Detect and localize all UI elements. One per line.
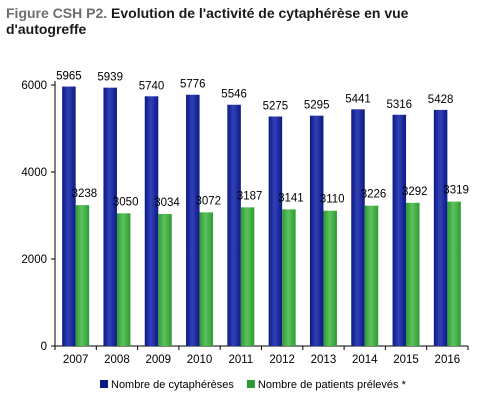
x-tick-label: 2009	[145, 354, 171, 366]
bar-cytapheresis	[309, 115, 324, 346]
data-label-patients: 3110	[320, 194, 345, 206]
legend-label: Nombre de patients prélevés *	[258, 379, 407, 391]
data-label-patients: 3034	[154, 197, 180, 209]
bar-patients	[447, 201, 461, 346]
data-label-cytapheresis: 5428	[428, 94, 454, 106]
bars	[62, 86, 461, 347]
data-label-cytapheresis: 5441	[345, 93, 371, 105]
bar-patients	[158, 214, 172, 346]
y-axis: 0 2000 4000 6000	[21, 80, 56, 353]
bar-cytapheresis	[392, 114, 407, 346]
data-label-patients: 3050	[113, 196, 139, 208]
chart-title: Figure CSH P2. Evolution de l'activité d…	[6, 5, 472, 37]
figure-number: Figure CSH P2.	[6, 5, 108, 21]
bar-patients	[323, 210, 337, 346]
x-tick-label: 2015	[393, 354, 419, 366]
x-tick-label: 2016	[435, 354, 461, 366]
data-label-cytapheresis: 5316	[387, 99, 413, 111]
data-label-patients: 3187	[237, 190, 263, 202]
bar-cytapheresis	[144, 96, 159, 346]
bar-cytapheresis	[186, 94, 200, 346]
bar-patients	[282, 209, 296, 346]
data-label-patients: 3292	[402, 186, 428, 198]
data-label-cytapheresis: 5275	[263, 101, 289, 113]
data-label-cytapheresis: 5939	[97, 72, 123, 84]
data-label-patients: 3072	[196, 195, 222, 207]
legend-swatch	[246, 380, 255, 388]
x-tick-label: 2008	[104, 354, 130, 366]
bar-patients	[75, 205, 90, 346]
bar-cytapheresis	[268, 116, 283, 346]
bar-patients	[199, 212, 214, 346]
y-tick-label: 0	[41, 341, 47, 353]
x-tick-label: 2007	[63, 354, 89, 366]
x-tick-label: 2011	[228, 354, 253, 366]
y-tick-label: 4000	[21, 167, 47, 179]
bar-cytapheresis	[227, 104, 241, 347]
data-label-cytapheresis: 5965	[56, 71, 82, 83]
x-tick-label: 2014	[352, 354, 378, 366]
data-label-cytapheresis: 5546	[221, 89, 247, 101]
data-label-patients: 3238	[72, 188, 98, 200]
data-label-cytapheresis: 5740	[139, 80, 165, 92]
bar-cytapheresis	[103, 87, 117, 346]
data-label-patients: 3226	[361, 189, 387, 201]
data-label-cytapheresis: 5776	[180, 79, 206, 91]
data-labels: 5965 3238 5939 3050 5740 3034 5776 3072 5546 3187…	[56, 71, 469, 209]
bar-cytapheresis	[351, 109, 365, 346]
y-tick-label: 2000	[21, 254, 47, 266]
legend-swatch	[100, 380, 108, 388]
bar-patients	[364, 205, 379, 346]
bar-patients	[240, 207, 255, 346]
legend-label: Nombre de cytaphérèses	[111, 379, 234, 391]
figure-title: Evolution de l'activité de cytaphérèse e…	[6, 5, 409, 37]
y-tick-label: 6000	[21, 80, 47, 92]
bar-patients	[406, 202, 420, 346]
bar-cytapheresis	[433, 109, 448, 346]
data-label-patients: 3319	[443, 185, 469, 197]
bar-cytapheresis	[62, 86, 76, 347]
legend: Nombre de cytaphérèses Nombre de patients…	[100, 379, 407, 391]
data-label-patients: 3141	[278, 192, 304, 204]
x-tick-label: 2012	[269, 354, 295, 366]
x-axis: 2007 2008 2009 2010 2011 2012 2013 2014 2015 2016	[54, 345, 469, 366]
data-label-cytapheresis: 5295	[304, 100, 330, 112]
x-tick-label: 2013	[311, 354, 337, 366]
bar-patients	[116, 213, 131, 346]
x-tick-label: 2010	[187, 354, 213, 366]
